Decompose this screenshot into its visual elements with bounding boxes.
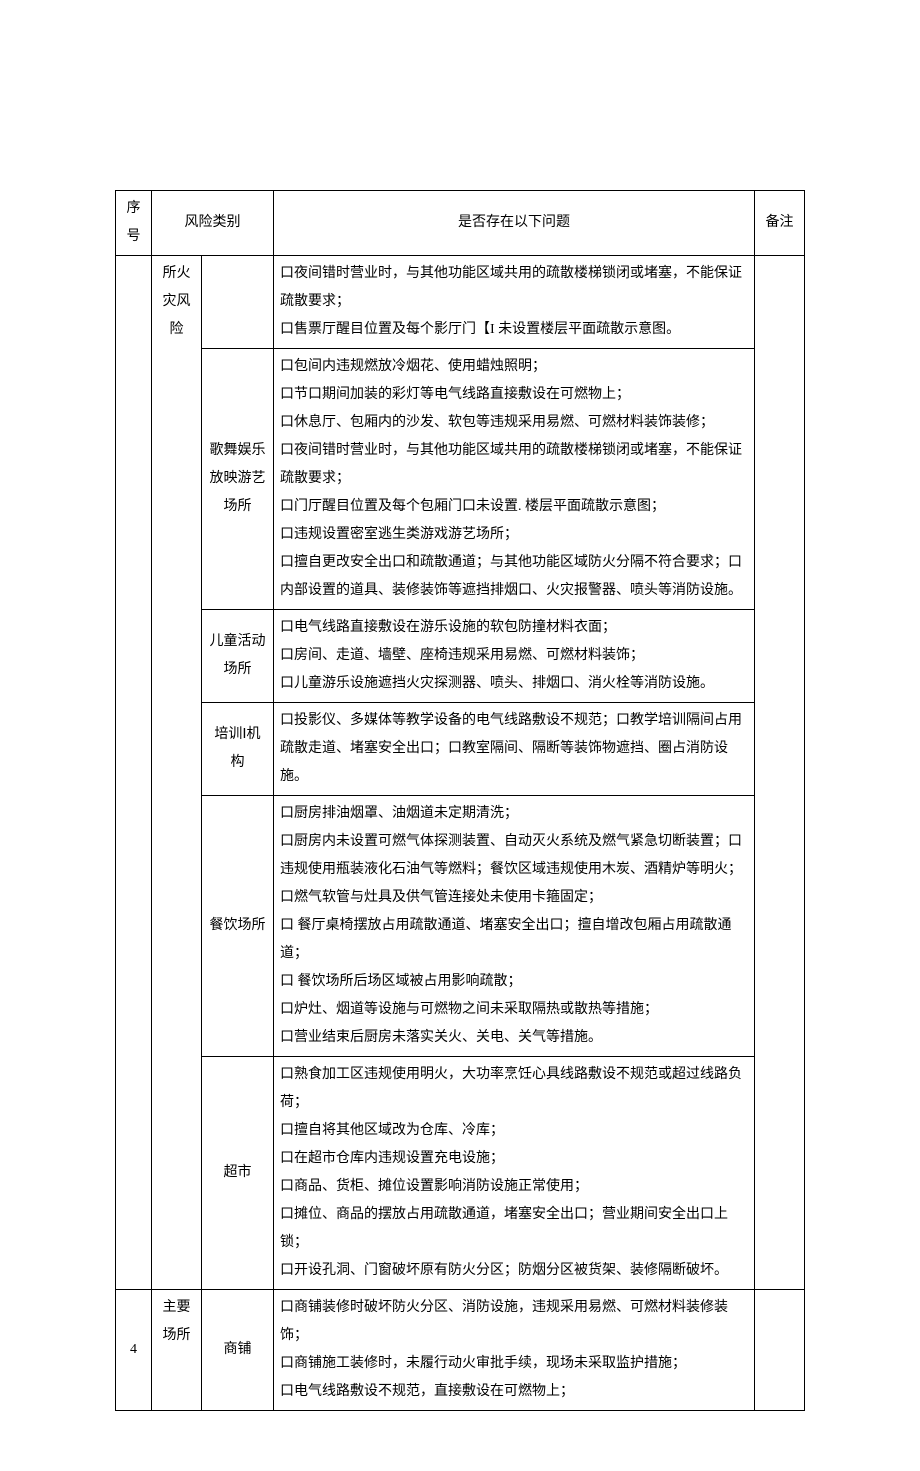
risk-table: 序号 风险类别 是否存在以下问题 备注 所火灾风险 口夜间错时营业时，与其他功能…: [115, 190, 805, 1411]
header-question: 是否存在以下问题: [274, 191, 755, 256]
cell-cat2: 商铺: [202, 1290, 274, 1411]
cell-question: 口投影仪、多媒体等教学设备的电气线路敷设不规范；口教学培训隔间占用疏散走道、堵塞…: [274, 703, 755, 796]
cell-question: 口商铺装修时破坏防火分区、消防设施，违规采用易燃、可燃材料装修装饰； 口商铺施工…: [274, 1290, 755, 1411]
header-seq: 序号: [116, 191, 152, 256]
cell-note: [755, 1290, 805, 1411]
cell-question: 口电气线路直接敷设在游乐设施的软包防撞材料衣面； 口房间、走道、墙壁、座椅违规采…: [274, 610, 755, 703]
cell-cat2: 餐饮场所: [202, 796, 274, 1057]
cell-seq: [116, 256, 152, 1290]
cell-question: 口包间内违规燃放冷烟花、使用蜡烛照明； 口节口期间加装的彩灯等电气线路直接敷设在…: [274, 349, 755, 610]
table-row: 超市 口熟食加工区违规使用明火，大功率烹饪心具线路敷设不规范或超过线路负荷； 口…: [116, 1057, 805, 1290]
cell-seq: 4: [116, 1290, 152, 1411]
table-row: 餐饮场所 口厨房排油烟罩、油烟道未定期清洗； 口厨房内未设置可燃气体探测装置、自…: [116, 796, 805, 1057]
table-row: 所火灾风险 口夜间错时营业时，与其他功能区域共用的疏散楼梯锁闭或堵塞，不能保证疏…: [116, 256, 805, 349]
cell-question: 口熟食加工区违规使用明火，大功率烹饪心具线路敷设不规范或超过线路负荷； 口擅自将…: [274, 1057, 755, 1290]
table-row: 歌舞娱乐放映游艺场所 口包间内违规燃放冷烟花、使用蜡烛照明； 口节口期间加装的彩…: [116, 349, 805, 610]
table-row: 培训Ⅰ机构 口投影仪、多媒体等教学设备的电气线路敷设不规范；口教学培训隔间占用疏…: [116, 703, 805, 796]
cell-question: 口厨房排油烟罩、油烟道未定期清洗； 口厨房内未设置可燃气体探测装置、自动灭火系统…: [274, 796, 755, 1057]
cell-cat1: 主要场所: [152, 1290, 202, 1411]
cell-question: 口夜间错时营业时，与其他功能区域共用的疏散楼梯锁闭或堵塞，不能保证疏散要求； 口…: [274, 256, 755, 349]
cell-note: [755, 256, 805, 1290]
cell-cat2: 儿童活动场所: [202, 610, 274, 703]
cell-cat1: 所火灾风险: [152, 256, 202, 1290]
page: 序号 风险类别 是否存在以下问题 备注 所火灾风险 口夜间错时营业时，与其他功能…: [0, 0, 920, 1471]
table-row: 4 主要场所 商铺 口商铺装修时破坏防火分区、消防设施，违规采用易燃、可燃材料装…: [116, 1290, 805, 1411]
cell-cat2: 培训Ⅰ机构: [202, 703, 274, 796]
cell-cat2: 超市: [202, 1057, 274, 1290]
header-note: 备注: [755, 191, 805, 256]
table-header-row: 序号 风险类别 是否存在以下问题 备注: [116, 191, 805, 256]
header-category: 风险类别: [152, 191, 274, 256]
cell-cat2: [202, 256, 274, 349]
cell-cat2: 歌舞娱乐放映游艺场所: [202, 349, 274, 610]
table-row: 儿童活动场所 口电气线路直接敷设在游乐设施的软包防撞材料衣面； 口房间、走道、墙…: [116, 610, 805, 703]
